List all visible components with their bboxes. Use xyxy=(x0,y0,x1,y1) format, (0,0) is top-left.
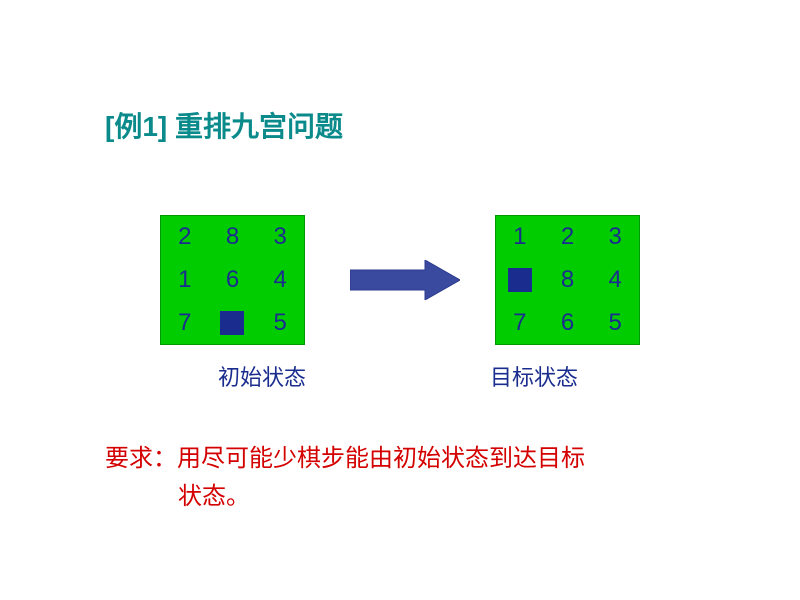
empty-tile-icon xyxy=(508,268,532,292)
puzzle-cell: 5 xyxy=(591,301,639,344)
puzzle-cell: 1 xyxy=(161,259,209,302)
title-text: 重排九宫问题 xyxy=(175,111,343,142)
puzzle-cell xyxy=(496,259,544,302)
puzzle-cell: 4 xyxy=(591,259,639,302)
puzzle-cell: 1 xyxy=(496,216,544,259)
puzzle-diagram: 28316475 12384765 xyxy=(0,215,800,345)
puzzle-cell xyxy=(209,301,257,344)
goal-state-box: 12384 765 xyxy=(495,215,640,345)
arrow-icon xyxy=(350,260,460,300)
requirement-line2: 状态。 xyxy=(105,478,585,516)
empty-tile-icon xyxy=(220,311,244,335)
puzzle-cell: 8 xyxy=(209,216,257,259)
puzzle-cell: 3 xyxy=(591,216,639,259)
puzzle-cell: 7 xyxy=(161,301,209,344)
puzzle-cell: 2 xyxy=(544,216,592,259)
requirement-line1: 要求：用尽可能少棋步能由初始状态到达目标 xyxy=(105,440,585,478)
title-prefix: [例1] xyxy=(105,111,167,142)
puzzle-cell: 4 xyxy=(256,259,304,302)
puzzle-cell: 2 xyxy=(161,216,209,259)
puzzle-cell: 6 xyxy=(209,259,257,302)
initial-state-box: 283 164 7 5 xyxy=(160,215,305,345)
puzzle-cell: 7 xyxy=(496,301,544,344)
goal-state-label: 目标状态 xyxy=(490,360,578,392)
initial-state-label: 初始状态 xyxy=(218,360,306,392)
slide-title: [例1] 重排九宫问题 xyxy=(105,105,343,145)
requirement-text: 要求：用尽可能少棋步能由初始状态到达目标 状态。 xyxy=(105,440,585,517)
puzzle-cell: 5 xyxy=(256,301,304,344)
puzzle-cell: 8 xyxy=(544,259,592,302)
puzzle-cell: 6 xyxy=(544,301,592,344)
puzzle-cell: 3 xyxy=(256,216,304,259)
